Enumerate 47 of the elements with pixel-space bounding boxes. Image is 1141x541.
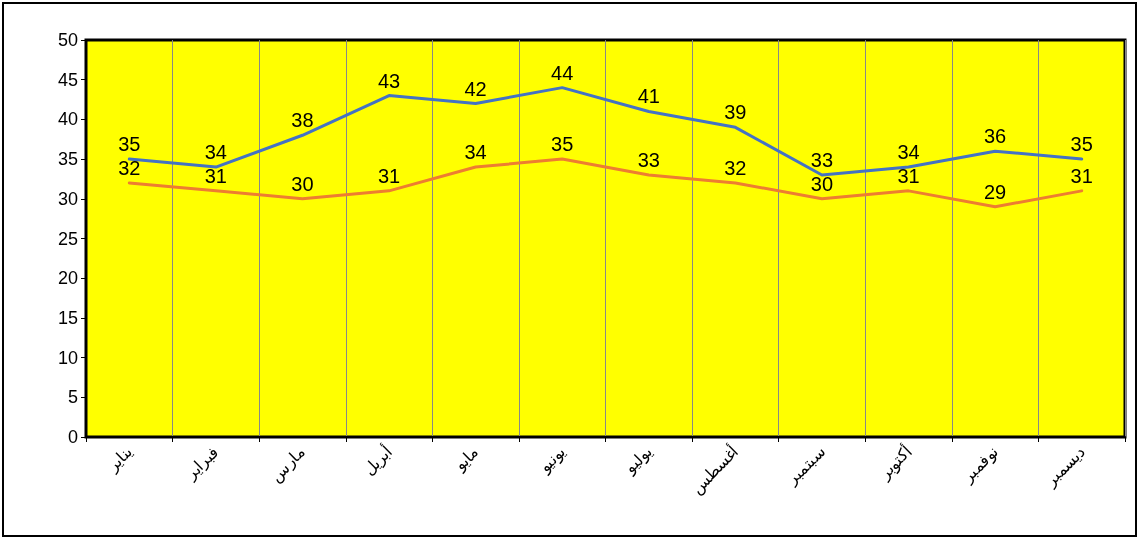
data-label: 35 [118, 133, 141, 156]
x-tick-label: أبريل [358, 441, 396, 480]
data-label: 31 [377, 164, 401, 187]
y-tick-label: 25 [57, 228, 78, 249]
x-tick-label: فبراير [181, 442, 223, 484]
y-tick-label: 50 [57, 30, 78, 50]
data-label: 42 [464, 77, 487, 100]
data-label: 30 [810, 172, 834, 195]
x-tick-label: أكتوبر [873, 441, 916, 484]
data-label: 34 [464, 141, 487, 164]
y-tick-label: 15 [57, 307, 78, 328]
x-tick-label: أغسطس [686, 441, 743, 498]
data-label: 33 [810, 148, 834, 171]
data-label: 32 [118, 156, 141, 179]
y-tick-label: 20 [57, 268, 78, 289]
data-label: 34 [897, 141, 920, 164]
x-tick-label: مارس [266, 442, 310, 486]
data-label: 30 [291, 172, 314, 195]
y-tick-label: 45 [57, 69, 78, 90]
data-label: 44 [551, 61, 574, 84]
data-label: 33 [637, 148, 660, 171]
data-label: 29 [984, 180, 1007, 203]
data-label: 35 [551, 133, 574, 156]
data-label: 35 [1070, 133, 1093, 156]
x-tick-label: نوفمبر [958, 442, 1002, 487]
data-label: 39 [724, 101, 747, 124]
y-tick-label: 35 [57, 149, 78, 170]
x-tick-label: مايو [450, 442, 483, 475]
x-tick-label: ديسمبر [1041, 442, 1089, 491]
data-label: 31 [1070, 164, 1093, 187]
x-tick-label: يناير [103, 442, 137, 476]
data-label: 31 [897, 164, 920, 187]
x-tick-label: سبتمبر [782, 442, 829, 489]
y-tick-label: 0 [67, 427, 78, 447]
data-label: 31 [204, 164, 227, 187]
data-label: 38 [291, 109, 314, 132]
data-label: 41 [637, 85, 660, 108]
x-tick-label: يونيو [534, 442, 569, 477]
x-tick-label: يوليو [620, 442, 656, 478]
y-tick-label: 10 [57, 347, 78, 368]
y-tick-label: 5 [67, 387, 78, 408]
data-label: 34 [204, 141, 227, 164]
y-tick-label: 30 [57, 188, 78, 209]
data-label: 36 [984, 125, 1007, 148]
data-label: 32 [724, 156, 747, 179]
y-tick-label: 40 [57, 109, 78, 130]
data-label: 43 [377, 69, 401, 92]
